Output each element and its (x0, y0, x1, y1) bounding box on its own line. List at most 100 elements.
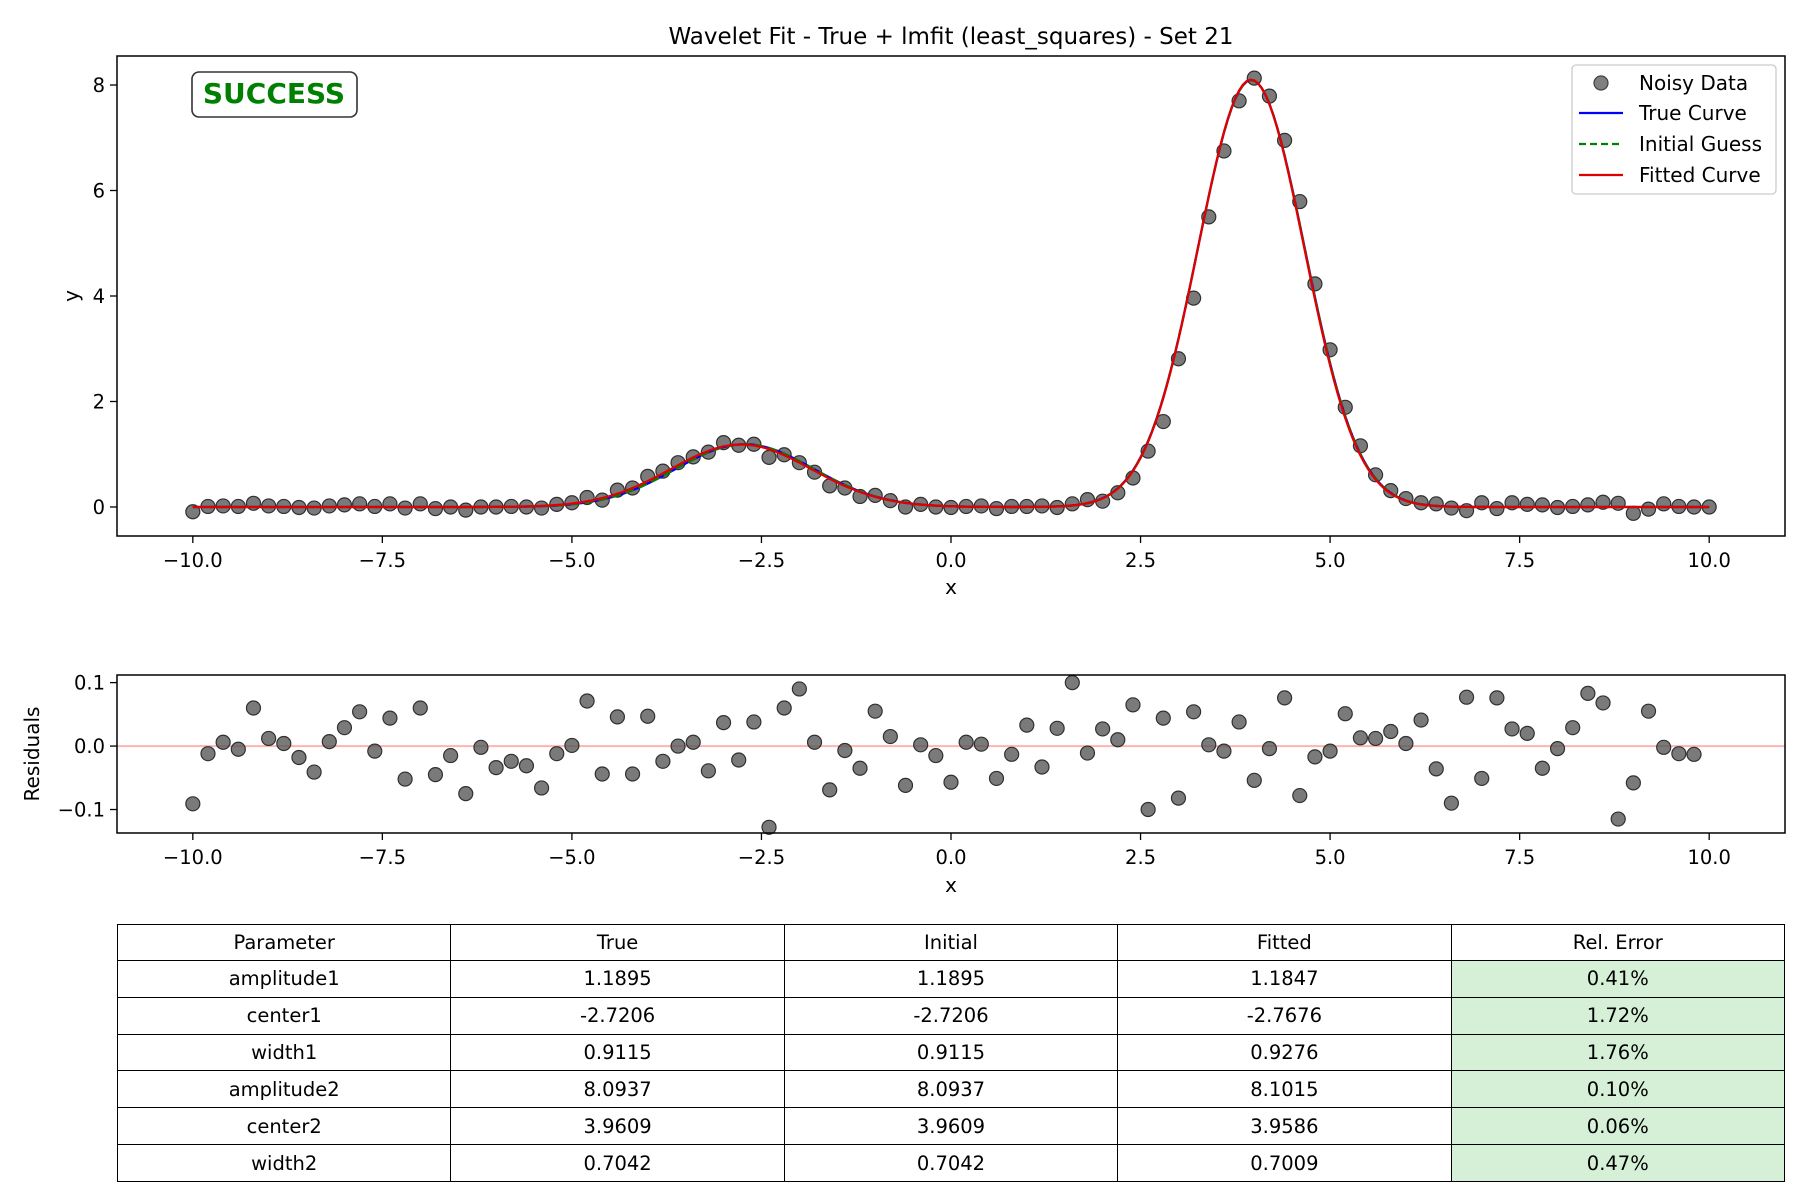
rel-error-cell: 0.10% (1450, 1070, 1786, 1109)
residual-point (973, 736, 989, 752)
residual-point (1352, 730, 1369, 746)
residual-point (1443, 795, 1460, 811)
rel-error-cell: 0.47% (1450, 1144, 1786, 1182)
residuals-x-axis: −10.0 −7.5 −5.0 −2.5 0.0 2.5 5.0 7.5 10.0 (163, 833, 1731, 869)
residual-point (382, 710, 398, 726)
table-cell: 0.9276 (1117, 1033, 1452, 1072)
data-point (1656, 496, 1672, 512)
residual-point (503, 753, 519, 769)
residual-point (443, 747, 459, 764)
main-x-tick-label: −2.5 (738, 549, 785, 572)
residual-point (1595, 695, 1611, 711)
table-cell: 3.9609 (450, 1107, 785, 1146)
residual-point (1580, 685, 1596, 702)
residual-point (1383, 723, 1399, 740)
main-y-tick-label: 8 (93, 74, 105, 97)
residual-point (943, 774, 959, 790)
data-point (1595, 494, 1611, 510)
residual-point (1640, 703, 1657, 719)
table-cell: -2.7206 (783, 996, 1119, 1035)
residual-point (700, 763, 716, 779)
residuals-x-tick-label: −5.0 (548, 846, 595, 869)
residual-point (1534, 760, 1550, 776)
table-cell: center1 (116, 996, 452, 1035)
residual-point (1095, 721, 1111, 737)
table-header-cell: Fitted (1117, 924, 1452, 961)
residual-point (1656, 739, 1672, 755)
parameter-table: Parameter True Initial Fitted Rel. Error… (116, 924, 1786, 1182)
legend-noisy-data-label: Noisy Data (1639, 71, 1748, 95)
residual-point (852, 760, 868, 776)
table-header-cell: Rel. Error (1450, 924, 1786, 961)
data-point (1640, 501, 1657, 517)
true-curve-line (192, 78, 1710, 509)
table-cell: 1.1847 (1117, 960, 1452, 998)
success-badge-box (191, 71, 358, 118)
data-point (412, 496, 428, 512)
residual-point (1307, 749, 1323, 765)
residual-point (655, 753, 671, 769)
table-row: width2 0.7042 0.7042 0.7009 0.47% (116, 1144, 1786, 1182)
residual-point (306, 764, 322, 780)
main-y-tick-label: 0 (93, 496, 105, 519)
table-row: center1 -2.7206 -2.7206 -2.7676 1.72% (116, 996, 1786, 1035)
data-point (761, 449, 777, 466)
residual-point (473, 739, 489, 755)
residual-point (685, 734, 701, 750)
main-y-axis: 0 2 4 6 8 (93, 74, 117, 519)
residual-point (624, 766, 641, 782)
residual-point (806, 734, 823, 750)
residual-point (1064, 675, 1080, 691)
residual-point (518, 758, 535, 774)
residual-point (731, 752, 747, 768)
table-cell: -2.7676 (1117, 996, 1452, 1035)
data-point (1367, 467, 1384, 483)
residual-point (882, 728, 898, 745)
residual-point (791, 681, 807, 697)
residual-point (352, 704, 368, 720)
table-header-cell: True (450, 924, 785, 961)
residual-point (291, 749, 307, 766)
main-x-tick-label: 7.5 (1504, 549, 1535, 572)
data-point (1610, 495, 1626, 511)
table-cell: 8.0937 (783, 1070, 1119, 1109)
residual-point (1125, 697, 1141, 713)
residual-point (640, 708, 656, 724)
residuals-x-axis-label: x (945, 873, 957, 897)
data-point (427, 500, 444, 517)
residual-point (1519, 725, 1535, 741)
residual-point (1428, 761, 1444, 777)
main-plot: Wavelet Fit - True + lmfit (least_square… (59, 24, 1786, 599)
residual-point (776, 700, 792, 716)
residuals-plot-frame (116, 674, 1786, 834)
residual-point (185, 796, 201, 812)
residual-point (958, 734, 974, 750)
table-cell: 1.1895 (450, 960, 785, 998)
success-badge: SUCCESS (191, 71, 358, 118)
main-x-tick-label: −5.0 (548, 549, 595, 572)
residual-point (458, 786, 474, 802)
residual-point (336, 720, 353, 736)
main-plot-markers (185, 70, 1717, 521)
residual-point (533, 780, 550, 796)
data-point (1534, 497, 1550, 513)
residual-point (1049, 720, 1065, 736)
residual-point (897, 777, 914, 794)
residual-point (1610, 811, 1626, 827)
table-cell: 0.7042 (450, 1144, 785, 1182)
fitted-curve-line (192, 78, 1710, 509)
residuals-x-tick-label: −10.0 (163, 846, 223, 869)
residuals-x-tick-label: −7.5 (359, 846, 406, 869)
residuals-x-tick-label: 5.0 (1315, 846, 1346, 869)
data-point (533, 500, 550, 516)
table-row: center2 3.9609 3.9609 3.9586 0.06% (116, 1107, 1786, 1146)
legend-fitted-curve-label: Fitted Curve (1639, 163, 1761, 187)
legend-true-curve-label: True Curve (1638, 101, 1747, 125)
table-cell: 0.7042 (783, 1144, 1119, 1182)
residual-point (564, 737, 580, 754)
residual-point (1504, 721, 1520, 737)
data-point (988, 500, 1005, 517)
data-point (1519, 496, 1535, 512)
initial-guess-line (192, 78, 1710, 509)
residuals-x-tick-label: 0.0 (935, 846, 966, 869)
